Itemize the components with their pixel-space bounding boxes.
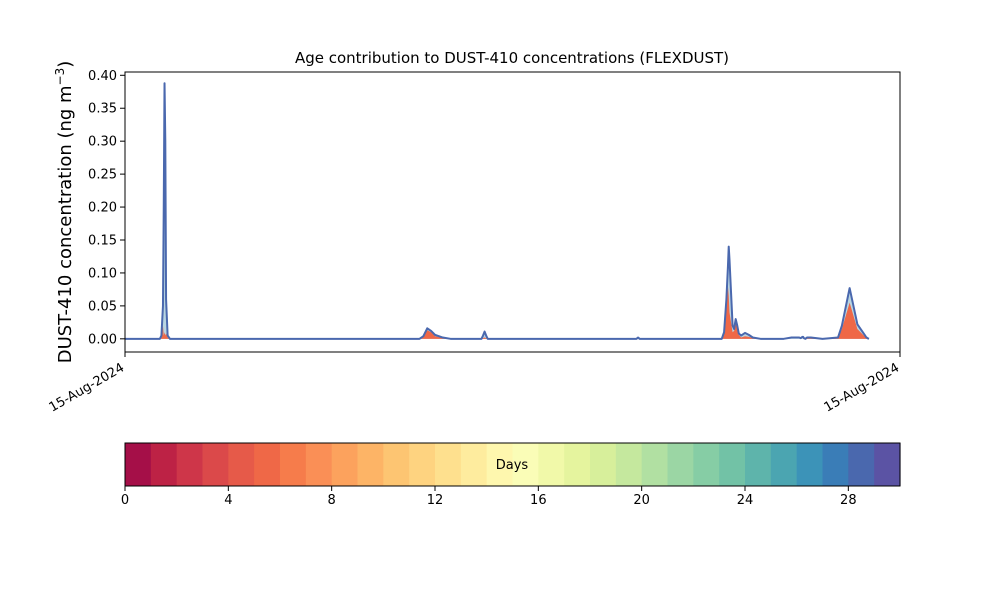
y-axis-label-close: ) — [55, 61, 76, 68]
colorbar-segment — [667, 443, 694, 486]
colorbar-tick-label: 24 — [737, 493, 754, 508]
colorbar-segment — [331, 443, 359, 486]
colorbar-segment — [305, 443, 333, 486]
colorbar-segment — [280, 443, 307, 486]
colorbar-segment — [383, 443, 410, 486]
x-axis: 15-Aug-2024 15-Aug-2024 — [47, 352, 902, 416]
colorbar-segment — [202, 443, 229, 486]
chart-title: Age contribution to DUST-410 concentrati… — [295, 49, 729, 67]
colorbar-segment — [770, 443, 798, 486]
y-tick-label: 0.05 — [88, 299, 117, 314]
y-axis-label-superscript: −3 — [53, 68, 67, 86]
plot-area — [124, 71, 901, 353]
plot-frame — [124, 71, 901, 353]
colorbar-segment — [745, 443, 772, 486]
colorbar-segment — [357, 443, 384, 486]
colorbar-segment — [150, 443, 178, 486]
colorbar-tick-label: 0 — [121, 493, 129, 508]
colorbar-segment — [874, 443, 901, 486]
colorbar-segment — [538, 443, 565, 486]
colorbar-tick-label: 8 — [328, 493, 336, 508]
colorbar-segment — [125, 443, 152, 486]
y-tick-label: 0.00 — [88, 332, 117, 347]
y-axis-label: DUST-410 concentration (ng m−3) — [53, 61, 76, 364]
colorbar-segment — [822, 443, 849, 486]
y-tick-label: 0.10 — [88, 266, 117, 281]
colorbar-segment — [693, 443, 720, 486]
colorbar-segment — [615, 443, 643, 486]
colorbar-tick-label: 4 — [224, 493, 232, 508]
x-tick-label: 15-Aug-2024 — [822, 360, 902, 415]
colorbar-segment — [228, 443, 255, 486]
total-line — [125, 82, 870, 340]
colorbar-segment — [848, 443, 875, 486]
y-tick-label: 0.25 — [88, 168, 117, 183]
y-tick-label: 0.40 — [88, 69, 117, 84]
colorbar-segment — [564, 443, 591, 486]
colorbar-tick-label: 20 — [633, 493, 650, 508]
colorbar-segment — [254, 443, 281, 486]
colorbar-segment — [435, 443, 462, 486]
colorbar-segment — [512, 443, 539, 486]
area-total — [125, 83, 869, 339]
colorbar-segment — [796, 443, 824, 486]
colorbar-tick-label: 16 — [530, 493, 547, 508]
colorbar-frame — [124, 442, 901, 487]
colorbar-segment — [460, 443, 488, 486]
y-axis: 0.00 0.05 0.10 0.15 0.20 0.25 0.30 0.35 0.40 — [88, 69, 125, 347]
colorbar-segment — [486, 443, 514, 486]
colorbar-label: Days — [496, 458, 529, 473]
area-young-dust — [125, 286, 869, 339]
colorbar-segment — [409, 443, 436, 486]
colorbar-segment — [641, 443, 669, 486]
y-tick-label: 0.15 — [88, 234, 117, 249]
y-tick-label: 0.30 — [88, 135, 117, 150]
colorbar-segment — [719, 443, 746, 486]
y-tick-label: 0.20 — [88, 201, 117, 216]
colorbar-tick-label: 28 — [840, 493, 857, 508]
colorbar-segment — [176, 443, 204, 486]
colorbar-segment — [590, 443, 617, 486]
y-axis-label-main: DUST-410 concentration (ng m — [55, 85, 76, 363]
y-tick-label: 0.35 — [88, 102, 117, 117]
colorbar: 0 4 8 12 16 20 24 28 — [121, 442, 901, 508]
x-tick-label: 15-Aug-2024 — [47, 360, 127, 415]
colorbar-tick-label: 12 — [427, 493, 444, 508]
